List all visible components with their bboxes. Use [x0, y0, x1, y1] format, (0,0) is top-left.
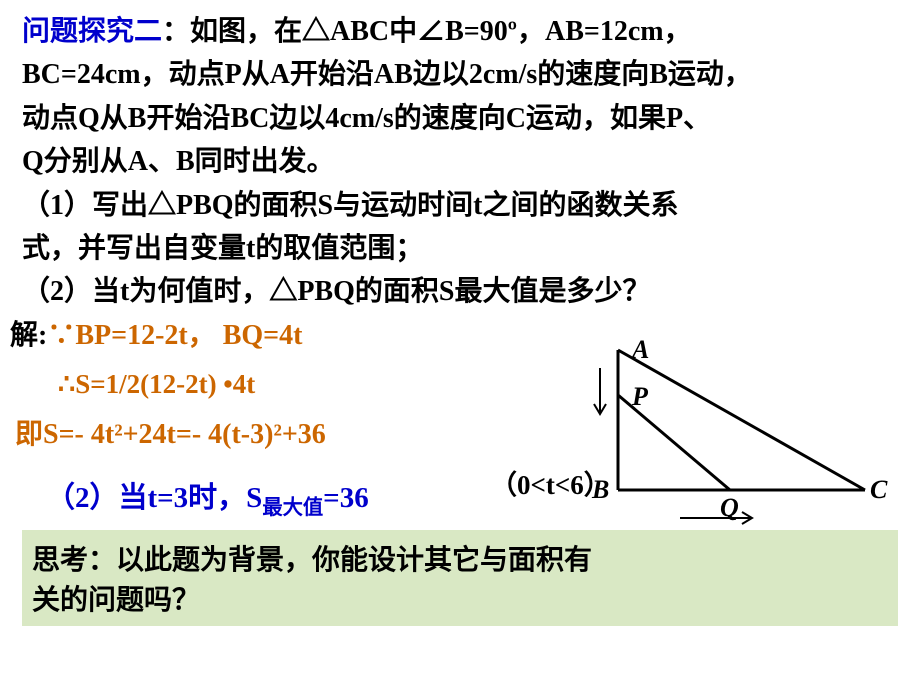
question-1b: 式，并写出自变量t的取值范围； [22, 227, 898, 270]
arrow-down-icon [594, 368, 606, 414]
problem-text-1: ：如图，在△ABC中∠B=90º，AB=12cm， [162, 16, 692, 47]
label-B: B [591, 475, 609, 504]
label-P: P [631, 382, 649, 411]
solution-sub-label: 最大值 [262, 497, 323, 519]
label-Q: Q [720, 493, 739, 522]
because-symbol: ∵ [47, 320, 75, 351]
solution-part2-after: =36 [323, 482, 369, 514]
problem-text-3: 动点Q从B开始沿BC边以4cm/s的速度向C运动，如果P、 [22, 97, 898, 140]
solution-step2: S=1/2(12-2t) •4t [75, 369, 255, 399]
arrow-right-icon [680, 512, 752, 524]
triangle-diagram: A P B Q C [580, 340, 890, 540]
solution-part2: （2）当t=3时，S [46, 482, 262, 514]
edge-AC [618, 350, 865, 490]
solution-step1: BP=12-2t， BQ=4t [75, 320, 302, 351]
solution-step3: S=- 4t²+24t=- 4(t-3)²+36 [43, 419, 326, 450]
problem-title: 问题探究二 [22, 16, 162, 47]
question-1a: （1）写出△PBQ的面积S与运动时间t之间的函数关系 [22, 184, 898, 227]
think-box: 思考：以此题为背景，你能设计其它与面积有 关的问题吗？ [22, 530, 898, 626]
label-C: C [870, 475, 888, 504]
ji-label: 即 [15, 419, 43, 450]
problem-line-1: 问题探究二：如图，在△ABC中∠B=90º，AB=12cm， [22, 10, 898, 53]
therefore-symbol: ∴ [58, 369, 75, 399]
solve-label: 解: [10, 320, 47, 351]
think-line1: 思考：以此题为背景，你能设计其它与面积有 [32, 538, 888, 578]
think-line2: 关的问题吗？ [32, 578, 888, 618]
label-A: A [630, 340, 649, 364]
problem-text-4: Q分别从A、B同时出发。 [22, 140, 898, 183]
problem-content: 问题探究二：如图，在△ABC中∠B=90º，AB=12cm， BC=24cm，动… [0, 0, 920, 314]
question-2: （2）当t为何值时，△PBQ的面积S最大值是多少？ [22, 270, 898, 313]
problem-text-2: BC=24cm，动点P从A开始沿AB边以2cm/s的速度向B运动， [22, 53, 898, 96]
